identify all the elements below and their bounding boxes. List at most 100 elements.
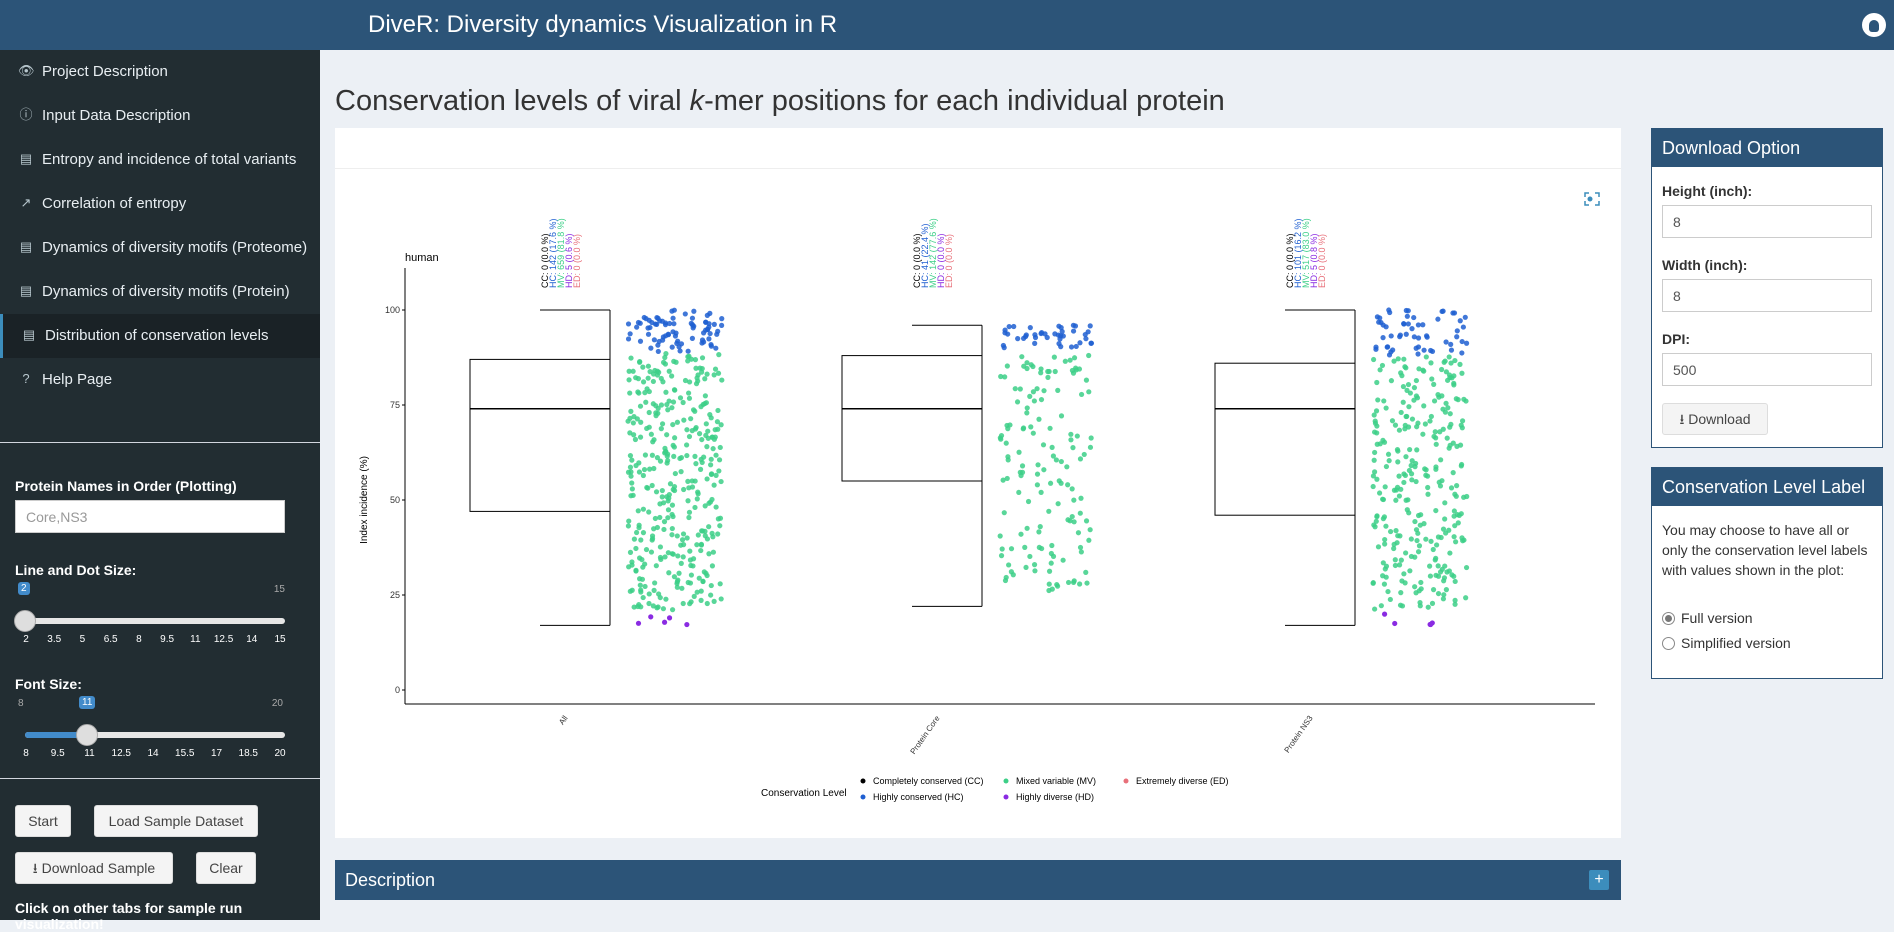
mv-point <box>665 515 671 521</box>
sidebar-item-conservation-levels[interactable]: ▤ Distribution of conservation levels <box>0 314 320 358</box>
y-tick-label: 0 <box>395 685 400 695</box>
annotation-label: HD: 5 (0.6 %) <box>564 233 574 288</box>
mv-point <box>658 426 664 432</box>
hc-point <box>707 310 713 316</box>
mv-point <box>640 364 646 370</box>
mv-point <box>626 368 632 374</box>
sidebar-item-help[interactable]: ? Help Page <box>0 358 320 402</box>
radio-dot-selected[interactable] <box>1662 612 1675 625</box>
mv-point <box>659 487 665 494</box>
mv-point <box>1423 354 1429 360</box>
plot-box-header-rule <box>335 168 1621 169</box>
github-icon[interactable] <box>1862 13 1886 37</box>
mv-point <box>1396 473 1402 479</box>
mv-point <box>1413 377 1419 384</box>
hd-point <box>635 620 642 626</box>
mv-point <box>639 556 645 563</box>
description-bar[interactable]: Description + <box>335 860 1621 900</box>
expand-plus-icon[interactable]: + <box>1589 870 1609 890</box>
mv-point <box>630 420 636 426</box>
app-title: DiveR: Diversity dynamics Visualization … <box>368 11 838 38</box>
dpi-input[interactable]: 500 <box>1662 353 1872 386</box>
mv-point <box>687 557 694 563</box>
mv-point <box>657 594 663 601</box>
download-button[interactable]: ⭳ Download <box>1662 403 1768 435</box>
slider-current-value: 11 <box>79 696 96 709</box>
mv-point <box>1077 581 1083 587</box>
load-sample-button[interactable]: Load Sample Dataset <box>94 805 258 837</box>
y-axis-title: Index incidence (%) <box>359 456 370 544</box>
mv-point <box>652 515 658 522</box>
expand-icon[interactable] <box>1584 192 1600 206</box>
question-icon: ? <box>22 371 30 386</box>
mv-point <box>655 604 661 610</box>
sidebar-item-entropy-incidence[interactable]: ▤ Entropy and incidence of total variant… <box>0 138 320 182</box>
slider-tick-label: 5 <box>79 634 86 645</box>
protein-names-label: Protein Names in Order (Plotting) <box>15 478 237 494</box>
mv-point <box>689 478 695 484</box>
mv-point <box>1002 577 1009 584</box>
mv-point <box>998 433 1005 439</box>
mv-point <box>1028 424 1034 430</box>
mv-point <box>669 607 676 613</box>
mv-point <box>1038 370 1044 376</box>
start-button[interactable]: Start <box>15 805 71 837</box>
height-input[interactable]: 8 <box>1662 205 1872 238</box>
slider-handle[interactable] <box>76 724 98 746</box>
sidebar-item-correlation[interactable]: ↗ Correlation of entropy <box>0 182 320 226</box>
sidebar-item-input-data[interactable]: ⓘ Input Data Description <box>0 94 320 138</box>
mv-point <box>646 600 652 607</box>
mv-point <box>698 547 704 554</box>
annotation-label: ED: 0 (0.0 %) <box>572 234 582 288</box>
mv-point <box>686 395 693 401</box>
mv-point <box>1078 549 1084 555</box>
mv-point <box>1077 544 1084 551</box>
hc-point <box>689 335 695 341</box>
sidebar-item-project-description[interactable]: 👁 Project Description <box>0 50 320 94</box>
mv-point <box>1422 421 1428 427</box>
mv-point <box>1450 440 1456 446</box>
mv-point <box>1381 398 1387 404</box>
mv-point <box>1400 383 1407 390</box>
download-sample-button[interactable]: ⭳ Download Sample <box>15 852 173 884</box>
mv-point <box>639 576 646 582</box>
mv-point <box>628 473 634 479</box>
mv-point <box>1380 516 1386 522</box>
mv-point <box>678 542 684 548</box>
mv-point <box>1041 388 1047 394</box>
hd-point <box>684 621 690 628</box>
mv-point <box>695 532 701 538</box>
mv-point <box>1403 454 1409 460</box>
clear-button[interactable]: Clear <box>196 852 256 884</box>
mv-point <box>709 496 715 503</box>
sidebar-item-motifs-proteome[interactable]: ▤ Dynamics of diversity motifs (Proteome… <box>0 226 320 270</box>
radio-full-version[interactable]: Full version <box>1662 610 1753 626</box>
mv-point <box>635 376 642 382</box>
mv-point <box>636 522 642 528</box>
y-tick-label: 25 <box>390 590 400 600</box>
font-size-slider[interactable]: 8 11 20 8 9.5 11 12.5 14 15.5 17 18.5 20 <box>15 696 286 766</box>
mv-point <box>1392 562 1398 569</box>
mv-point <box>1034 386 1040 392</box>
hc-point <box>713 345 719 351</box>
mv-point <box>1020 425 1027 431</box>
mv-point <box>1034 471 1041 477</box>
mv-point <box>1396 493 1403 499</box>
mv-point <box>1431 398 1438 404</box>
mv-point <box>1086 389 1092 395</box>
slider-handle[interactable] <box>14 610 36 632</box>
mv-point <box>666 570 672 576</box>
radio-simplified-version[interactable]: Simplified version <box>1662 635 1791 651</box>
mv-point <box>1088 435 1094 441</box>
mv-point <box>645 375 651 381</box>
mv-point <box>681 417 687 423</box>
radio-dot[interactable] <box>1662 637 1675 650</box>
line-dot-size-slider[interactable]: 2 15 2 3.5 5 6.5 8 9.5 11 12.5 14 15 <box>14 582 286 652</box>
protein-names-input[interactable]: Core,NS3 <box>15 500 285 533</box>
width-input[interactable]: 8 <box>1662 279 1872 312</box>
hc-point <box>627 331 633 337</box>
mv-point <box>1446 354 1452 360</box>
hc-point <box>1459 338 1465 345</box>
sidebar-item-motifs-protein[interactable]: ▤ Dynamics of diversity motifs (Protein) <box>0 270 320 314</box>
slider-ticks: 2 3.5 5 6.5 8 9.5 11 12.5 14 15 <box>15 634 285 648</box>
